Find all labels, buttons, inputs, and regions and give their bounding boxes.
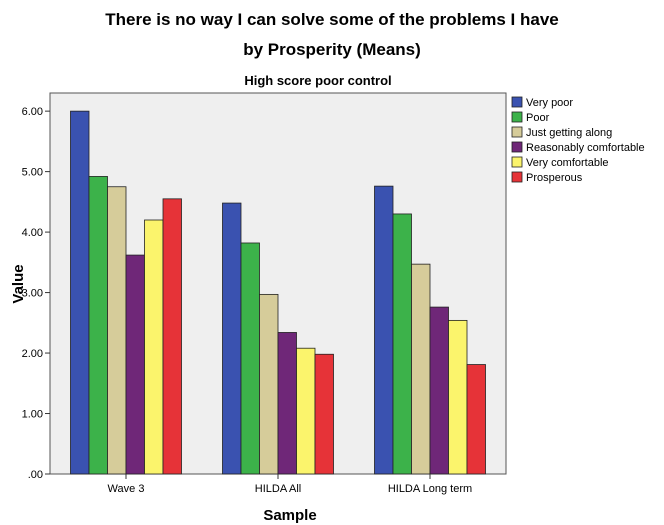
y-tick-label: 3.00 <box>22 288 43 300</box>
legend-swatch <box>511 96 523 108</box>
y-axis-ticks: .00 1.00 2.00 3.00 4.00 5.00 6.00 <box>22 106 50 481</box>
bar-very-comfortable <box>296 347 316 475</box>
x-tick-label: HILDA All <box>255 483 301 495</box>
x-axis-ticks: Wave 3 HILDA All HILDA Long term <box>108 474 472 495</box>
bar-very-poor <box>70 110 90 475</box>
legend-label: Very comfortable <box>526 157 609 169</box>
legend-box <box>508 93 656 185</box>
bar-poor <box>392 213 412 475</box>
bar-prosperous <box>314 353 334 475</box>
y-tick-label: 6.00 <box>22 106 43 118</box>
y-tick-label: .00 <box>28 469 43 481</box>
y-tick-label: 5.00 <box>22 167 43 179</box>
x-tick-label: HILDA Long term <box>388 483 472 495</box>
x-axis-label: Sample <box>263 507 316 524</box>
bar-reasonably-comfortable <box>277 332 297 475</box>
bar-poor <box>88 176 108 475</box>
bar-prosperous <box>466 364 486 475</box>
bar-poor <box>240 242 260 475</box>
legend: Very poor Poor Just getting along Reasonabl… <box>511 96 645 184</box>
chart-title-line2: by Prosperity (Means) <box>243 40 421 59</box>
chart-title-line1: There is no way I can solve some of the … <box>105 10 558 29</box>
legend-label: Just getting along <box>526 127 612 139</box>
legend-swatch <box>511 126 523 138</box>
bar-just-getting-along <box>107 186 127 475</box>
x-tick-label: Wave 3 <box>108 483 145 495</box>
legend-label: Prosperous <box>526 172 583 184</box>
legend-swatch <box>511 171 523 183</box>
y-tick-label: 4.00 <box>22 227 43 239</box>
y-tick-label: 1.00 <box>22 409 43 421</box>
legend-label: Very poor <box>526 97 573 109</box>
legend-swatch <box>511 156 523 168</box>
bar-reasonably-comfortable <box>429 306 449 475</box>
bar-very-comfortable <box>144 219 164 475</box>
bar-very-poor <box>374 185 394 475</box>
bar-just-getting-along <box>259 293 279 475</box>
bar-reasonably-comfortable <box>125 254 145 475</box>
chart-subtitle: High score poor control <box>244 73 391 88</box>
bar-prosperous <box>162 198 182 475</box>
bar-just-getting-along <box>411 263 431 475</box>
bar-very-comfortable <box>448 319 468 475</box>
bar-very-poor <box>222 202 242 475</box>
bars-group <box>70 110 486 475</box>
y-tick-label: 2.00 <box>22 348 43 360</box>
legend-label: Reasonably comfortable <box>526 142 645 154</box>
y-axis-label: Value <box>10 264 27 303</box>
legend-swatch <box>511 111 523 123</box>
legend-swatch <box>511 141 523 153</box>
legend-label: Poor <box>526 112 550 124</box>
